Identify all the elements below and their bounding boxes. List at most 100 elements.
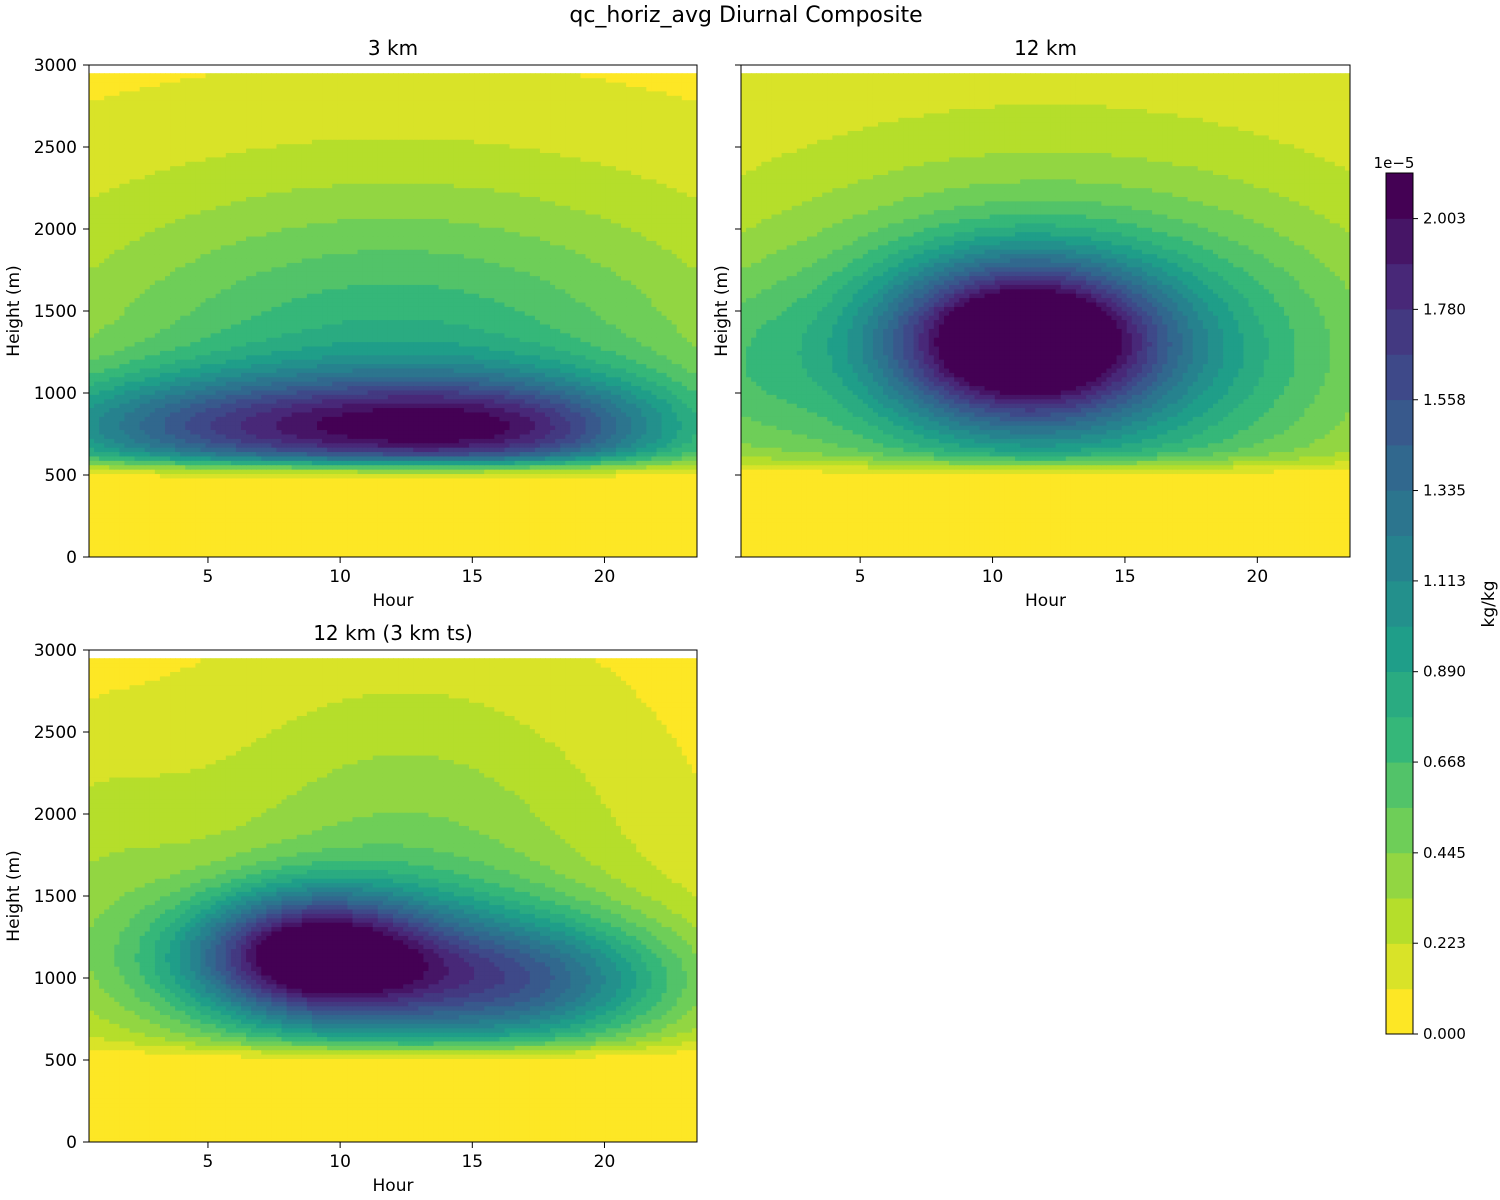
contour-cell xyxy=(195,482,202,488)
contour-cell xyxy=(413,469,419,475)
contour-cell xyxy=(646,403,652,409)
contour-cell xyxy=(266,420,272,426)
contour-cell xyxy=(494,517,500,523)
contour-cell xyxy=(205,535,212,541)
contour-cell xyxy=(154,376,161,382)
contour-cell xyxy=(291,508,298,514)
contour-cell xyxy=(575,447,582,453)
contour-cell xyxy=(560,398,566,404)
contour-cell xyxy=(99,433,105,439)
contour-cell xyxy=(149,464,156,470)
contour-cell xyxy=(575,425,582,431)
contour-cell xyxy=(114,504,120,510)
contour-cell xyxy=(94,447,100,453)
contour-cell xyxy=(408,508,414,514)
contour-cell xyxy=(676,491,683,497)
contour-cell xyxy=(119,403,126,409)
contour-cell xyxy=(681,491,688,497)
contour-cell xyxy=(423,543,430,549)
contour-cell xyxy=(529,526,536,532)
contour-cell xyxy=(600,513,607,519)
contour-cell xyxy=(458,433,465,439)
contour-cell xyxy=(241,372,247,378)
contour-cell xyxy=(377,442,384,448)
contour-cell xyxy=(499,486,506,492)
contour-cell xyxy=(286,477,293,483)
contour-cell xyxy=(631,455,637,461)
contour-cell xyxy=(545,499,551,505)
contour-cell xyxy=(610,447,617,453)
contour-cell xyxy=(281,381,288,387)
contour-cell xyxy=(671,473,678,479)
contour-cell xyxy=(661,552,668,557)
contour-cell xyxy=(210,381,217,387)
contour-cell xyxy=(626,486,632,492)
contour-cell xyxy=(469,530,475,536)
contour-cell xyxy=(190,411,196,417)
contour-cell xyxy=(185,429,191,435)
contour-cell xyxy=(144,389,151,395)
contour-cell xyxy=(342,508,348,514)
contour-cell xyxy=(494,460,500,466)
contour-cell xyxy=(590,425,597,431)
contour-cell xyxy=(109,455,115,461)
contour-cell xyxy=(438,477,445,483)
contour-cell xyxy=(403,473,409,479)
contour-cell xyxy=(550,508,556,514)
contour-cell xyxy=(519,504,526,510)
contour-cell xyxy=(458,407,465,413)
contour-cell xyxy=(398,398,404,404)
contour-cell xyxy=(433,513,440,519)
contour-cell xyxy=(519,455,526,461)
contour-cell xyxy=(646,455,652,461)
contour-cell xyxy=(621,416,627,422)
contour-cell xyxy=(129,455,136,461)
contour-cell xyxy=(656,539,663,545)
contour-cell xyxy=(322,504,328,510)
contour-cell xyxy=(408,420,414,426)
contour-cell xyxy=(235,535,242,541)
contour-cell xyxy=(220,442,227,448)
contour-cell xyxy=(545,425,551,431)
contour-cell xyxy=(119,398,126,404)
contour-cell xyxy=(408,425,414,431)
contour-cell xyxy=(190,403,196,409)
contour-cell xyxy=(545,420,551,426)
contour-cell xyxy=(317,469,323,475)
contour-cell xyxy=(215,460,222,466)
contour-cell xyxy=(154,495,161,501)
contour-cell xyxy=(448,420,455,426)
contour-cell xyxy=(575,539,582,545)
contour-cell xyxy=(175,398,181,404)
contour-cell xyxy=(94,499,100,505)
contour-cell xyxy=(676,530,683,536)
contour-cell xyxy=(499,548,506,554)
contour-cell xyxy=(190,526,196,532)
contour-cell xyxy=(134,376,141,382)
contour-cell xyxy=(651,491,658,497)
contour-cell xyxy=(671,543,678,549)
contour-cell xyxy=(484,460,490,466)
contour-cell xyxy=(114,517,120,523)
contour-cell xyxy=(600,403,607,409)
contour-cell xyxy=(413,477,419,483)
contour-cell xyxy=(529,425,536,431)
contour-cell xyxy=(180,433,186,439)
contour-cell xyxy=(291,548,298,554)
contour-cell xyxy=(205,469,212,475)
contour-cell xyxy=(509,381,516,387)
contour-cell xyxy=(534,539,541,545)
contour-cell xyxy=(681,447,688,453)
contour-cell xyxy=(327,477,333,483)
contour-cell xyxy=(691,526,697,532)
contour-cell xyxy=(296,429,303,435)
contour-cell xyxy=(119,385,126,391)
contour-cell xyxy=(352,504,359,510)
contour-cell xyxy=(524,438,531,444)
contour-cell xyxy=(595,495,602,501)
contour-cell xyxy=(631,464,637,470)
contour-cell xyxy=(256,416,262,422)
contour-cell xyxy=(524,385,531,391)
contour-cell xyxy=(545,438,551,444)
contour-cell xyxy=(342,389,348,395)
